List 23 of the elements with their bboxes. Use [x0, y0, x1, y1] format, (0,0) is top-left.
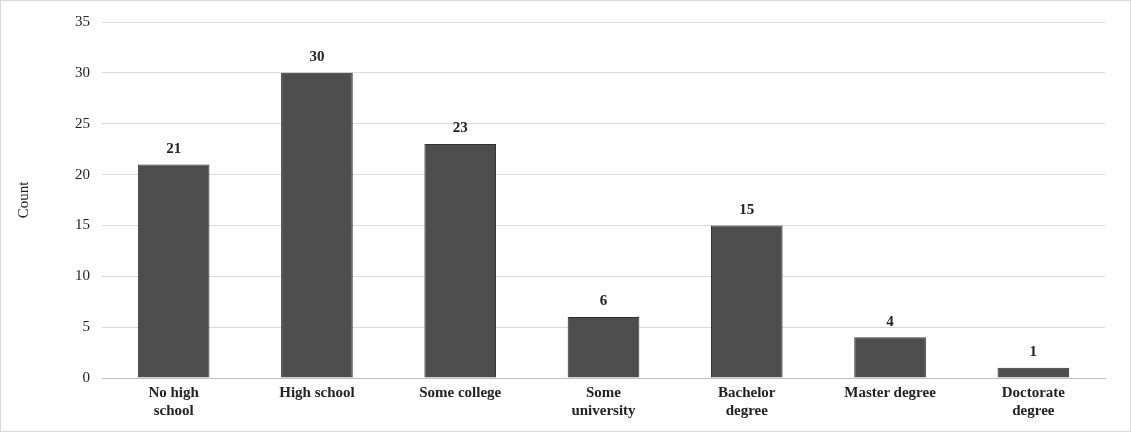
data-label: 6 [599, 292, 608, 309]
y-tick-label: 25 [75, 114, 90, 131]
y-tick-label: 35 [75, 12, 90, 29]
data-label: 30 [309, 48, 325, 65]
y-tick-label: 20 [75, 165, 90, 182]
data-label: 23 [452, 119, 468, 136]
x-tick-label: Some university [571, 383, 637, 418]
data-label: 4 [886, 312, 895, 329]
x-tick-label: High school [279, 383, 355, 400]
y-axis-title: Count [14, 180, 31, 219]
x-tick-label: Bachelor degree [718, 383, 776, 418]
y-tick-label: 5 [82, 318, 90, 335]
data-label: 21 [166, 139, 182, 156]
data-label: 1 [1029, 343, 1038, 360]
data-label: 15 [739, 200, 755, 217]
x-tick-label: Doctorate degree [1001, 383, 1066, 418]
y-tick-label: 15 [75, 216, 90, 233]
y-tick-label: 10 [75, 267, 90, 284]
x-tick-label: No high school [148, 383, 200, 418]
x-tick-label: Some college [419, 383, 502, 400]
y-tick-label: 30 [75, 63, 90, 80]
x-tick-label: Master degree [844, 383, 937, 400]
y-tick-label: 0 [82, 368, 90, 385]
